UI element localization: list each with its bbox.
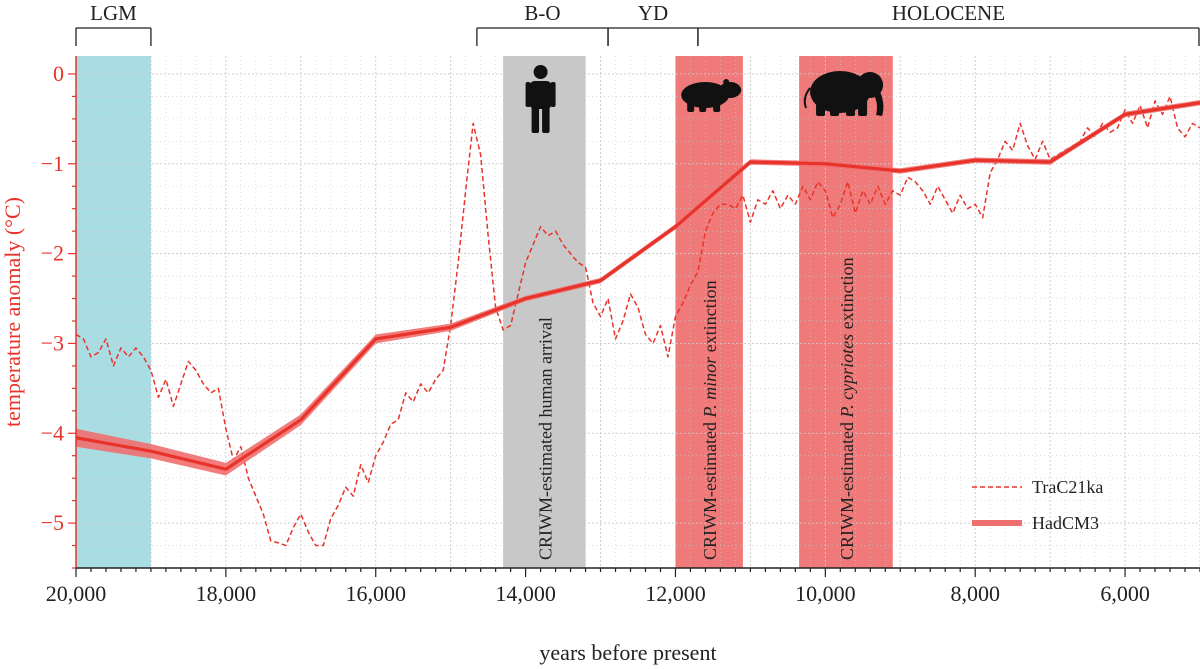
hippo-leg (713, 100, 721, 112)
elephant-leg (816, 100, 826, 116)
region-label-part: extinction (837, 257, 857, 333)
y-tick-label: −1 (41, 151, 64, 176)
legend-label-hadcm3: HadCM3 (1032, 513, 1099, 533)
series-band-1 (76, 100, 1200, 476)
series (76, 95, 1200, 547)
hippo-icon (681, 79, 742, 112)
icons (525, 65, 884, 133)
elephant-tail (803, 87, 811, 109)
x-tick-label: 14,000 (495, 581, 556, 606)
x-tick-label: 16,000 (345, 581, 406, 606)
elephant-leg (830, 100, 840, 116)
period-label: HOLOCENE (892, 1, 1005, 25)
human-left-leg (531, 106, 540, 133)
human-left-arm (525, 82, 531, 107)
x-tick-label: 10,000 (795, 581, 856, 606)
x-axis-label: years before present (539, 640, 716, 665)
legend-label-trac21ka: TraC21ka (1032, 477, 1103, 497)
shaded-regions (76, 56, 893, 568)
y-tick-label: −2 (41, 241, 64, 266)
hippo-ear (723, 79, 730, 85)
period-label: B-O (524, 1, 560, 25)
elephant-leg (846, 100, 856, 116)
legend: TraC21ka HadCM3 (972, 477, 1103, 533)
y-tick-label: −5 (41, 510, 64, 535)
elephant-icon (803, 71, 884, 116)
human-torso (529, 81, 552, 109)
y-tick-label: 0 (53, 61, 64, 86)
human-head (533, 65, 548, 79)
axes: 0 −1 −2 −3 −4 −5 20,000 18,000 16,000 14,000 12,00… (41, 56, 1200, 606)
period-bar: LGM B-O YD HOLOCENE (75, 1, 1200, 46)
region-label-part: CRIWM-estimated (700, 418, 720, 560)
region-label-1: CRIWM-estimated human arrival (535, 317, 555, 560)
hippo-leg (699, 100, 707, 112)
shaded-region-2 (675, 56, 743, 568)
shaded-region-0 (76, 56, 151, 568)
y-tick-label: −4 (41, 420, 64, 445)
hippo-leg (687, 100, 695, 112)
region-labels: CRIWM-estimated human arrival CRIWM-estim… (535, 257, 857, 560)
region-label-3: CRIWM-estimated P. cypriotes extinction (837, 257, 857, 560)
x-tick-label: 20,000 (46, 581, 107, 606)
human-right-arm (550, 82, 556, 107)
shaded-region-3 (799, 56, 893, 568)
human-right-leg (542, 106, 550, 133)
x-tick-label: 8,000 (950, 581, 1000, 606)
period-label: LGM (90, 1, 137, 25)
y-tick-label: −3 (41, 330, 64, 355)
x-tick-label: 12,000 (645, 581, 706, 606)
series-line-trac21ka (76, 95, 1200, 547)
region-label-part: extinction (700, 280, 720, 356)
region-label-part: P. cypriotes (837, 334, 857, 419)
region-label-part: CRIWM-estimated (837, 418, 857, 560)
elephant-trunk (872, 88, 884, 116)
period-label: YD (638, 1, 668, 25)
region-label-part: P. minor (700, 356, 720, 419)
hippo-head (719, 82, 742, 98)
region-label-2: CRIWM-estimated P. minor extinction (700, 280, 720, 560)
x-tick-label: 6,000 (1100, 581, 1150, 606)
elephant-leg (858, 100, 868, 116)
y-axis-label: temperature anomaly (°C) (0, 197, 25, 427)
series-line-hadcm3 (76, 101, 1200, 471)
x-tick-label: 18,000 (196, 581, 257, 606)
human-icon (525, 65, 556, 133)
